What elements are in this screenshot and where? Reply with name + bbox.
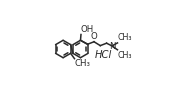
Text: OH: OH — [81, 25, 94, 34]
Text: CH₃: CH₃ — [75, 59, 91, 68]
Text: CH₃: CH₃ — [118, 33, 132, 42]
Text: HCl: HCl — [95, 50, 112, 60]
Text: CH₃: CH₃ — [118, 51, 132, 60]
Text: N: N — [109, 42, 116, 51]
Text: O: O — [91, 32, 97, 41]
